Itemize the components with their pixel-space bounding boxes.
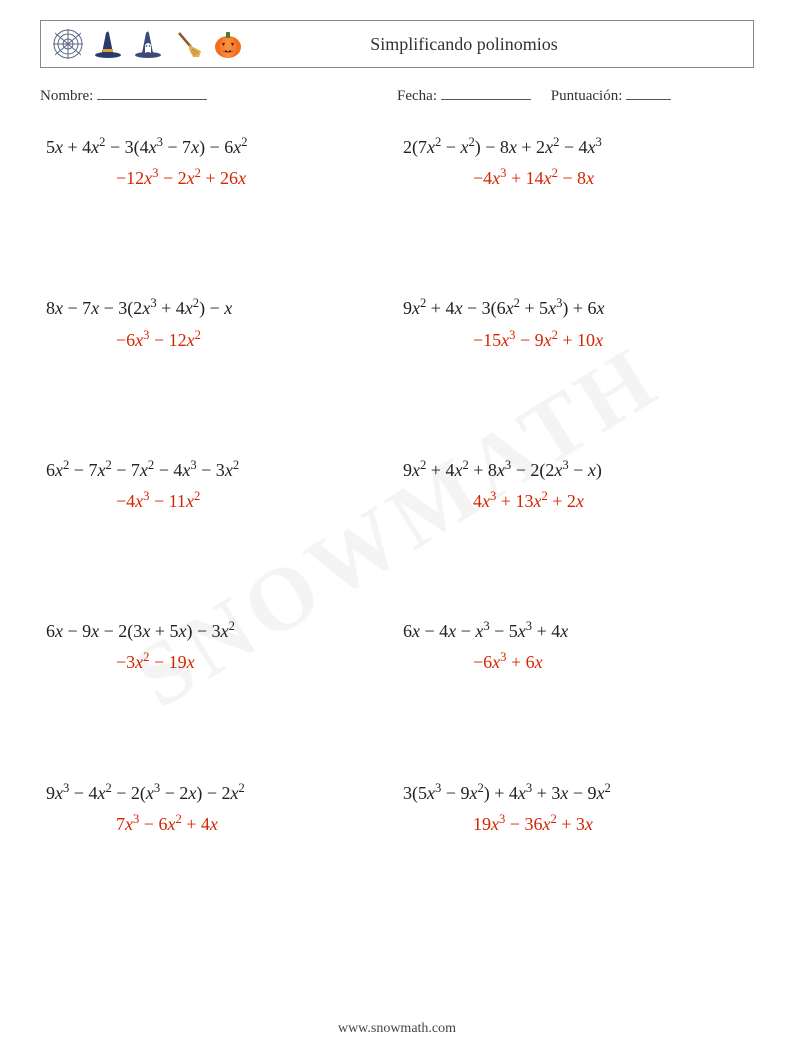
problem-expression: 6x − 9x − 2(3x + 5x) − 3x2 bbox=[46, 619, 397, 644]
problem-answer: −4x3 − 11x2 bbox=[46, 489, 397, 514]
halloween-icons bbox=[51, 27, 245, 61]
broom-icon bbox=[171, 27, 205, 61]
problem-expression: 9x2 + 4x2 + 8x3 − 2(2x3 − x) bbox=[403, 458, 754, 483]
worksheet-page: Simplificando polinomios Nombre: Fecha: … bbox=[0, 0, 794, 1053]
date-field: Fecha: bbox=[397, 86, 531, 105]
problem-answer: 7x3 − 6x2 + 4x bbox=[46, 812, 397, 837]
problem-answer: −4x3 + 14x2 − 8x bbox=[403, 166, 754, 191]
date-blank bbox=[441, 86, 531, 100]
header-bar: Simplificando polinomios bbox=[40, 20, 754, 68]
score-blank bbox=[626, 86, 671, 100]
problem-block: 9x2 + 4x2 + 8x3 − 2(2x3 − x) 4x3 + 13x2 +… bbox=[397, 458, 754, 514]
ghost-hat-icon bbox=[131, 27, 165, 61]
problem-block: 2(7x2 − x2) − 8x + 2x2 − 4x3 −4x3 + 14x2 … bbox=[397, 135, 754, 191]
problem-expression: 5x + 4x2 − 3(4x3 − 7x) − 6x2 bbox=[46, 135, 397, 160]
problem-expression: 2(7x2 − x2) − 8x + 2x2 − 4x3 bbox=[403, 135, 754, 160]
problem-answer: 4x3 + 13x2 + 2x bbox=[403, 489, 754, 514]
problem-block: 5x + 4x2 − 3(4x3 − 7x) − 6x2 −12x3 − 2x2 … bbox=[40, 135, 397, 191]
problem-expression: 3(5x3 − 9x2) + 4x3 + 3x − 9x2 bbox=[403, 781, 754, 806]
name-field: Nombre: bbox=[40, 86, 397, 105]
problem-block: 6x2 − 7x2 − 7x2 − 4x3 − 3x2 −4x3 − 11x2 bbox=[40, 458, 397, 514]
problem-answer: −12x3 − 2x2 + 26x bbox=[46, 166, 397, 191]
problem-expression: 6x2 − 7x2 − 7x2 − 4x3 − 3x2 bbox=[46, 458, 397, 483]
spiderweb-icon bbox=[51, 27, 85, 61]
date-label: Fecha: bbox=[397, 88, 437, 104]
problem-expression: 9x2 + 4x − 3(6x2 + 5x3) + 6x bbox=[403, 296, 754, 321]
problem-block: 9x2 + 4x − 3(6x2 + 5x3) + 6x −15x3 − 9x2 … bbox=[397, 296, 754, 352]
problem-expression: 6x − 4x − x3 − 5x3 + 4x bbox=[403, 619, 754, 644]
witch-hat-icon bbox=[91, 27, 125, 61]
meta-row: Nombre: Fecha: Puntuación: bbox=[40, 86, 754, 105]
score-field: Puntuación: bbox=[551, 86, 671, 105]
problem-expression: 9x3 − 4x2 − 2(x3 − 2x) − 2x2 bbox=[46, 781, 397, 806]
worksheet-grid: 5x + 4x2 − 3(4x3 − 7x) − 6x2 −12x3 − 2x2 … bbox=[40, 135, 754, 942]
problem-block: 3(5x3 − 9x2) + 4x3 + 3x − 9x2 19x3 − 36x2… bbox=[397, 781, 754, 837]
pumpkin-icon bbox=[211, 27, 245, 61]
problem-answer: −6x3 − 12x2 bbox=[46, 328, 397, 353]
problem-expression: 8x − 7x − 3(2x3 + 4x2) − x bbox=[46, 296, 397, 321]
problem-block: 8x − 7x − 3(2x3 + 4x2) − x −6x3 − 12x2 bbox=[40, 296, 397, 352]
worksheet-title: Simplificando polinomios bbox=[245, 34, 743, 55]
footer-url: www.snowmath.com bbox=[0, 1021, 794, 1037]
problem-answer: −3x2 − 19x bbox=[46, 650, 397, 675]
problem-answer: −6x3 + 6x bbox=[403, 650, 754, 675]
problem-block: 9x3 − 4x2 − 2(x3 − 2x) − 2x2 7x3 − 6x2 + … bbox=[40, 781, 397, 837]
problem-answer: −15x3 − 9x2 + 10x bbox=[403, 328, 754, 353]
problem-block: 6x − 4x − x3 − 5x3 + 4x −6x3 + 6x bbox=[397, 619, 754, 675]
problem-answer: 19x3 − 36x2 + 3x bbox=[403, 812, 754, 837]
name-blank bbox=[97, 86, 207, 100]
name-label: Nombre: bbox=[40, 88, 93, 104]
score-label: Puntuación: bbox=[551, 88, 623, 104]
problem-block: 6x − 9x − 2(3x + 5x) − 3x2 −3x2 − 19x bbox=[40, 619, 397, 675]
